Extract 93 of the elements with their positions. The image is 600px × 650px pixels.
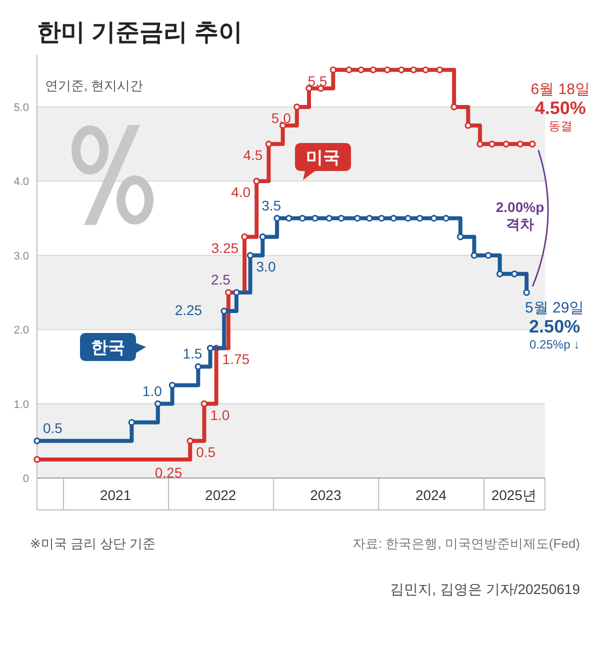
point	[390, 214, 398, 222]
point	[168, 382, 176, 389]
point	[253, 178, 260, 185]
point	[370, 66, 377, 74]
annotation: 2.00%p 격차	[496, 199, 544, 232]
annotation: 4.50%	[534, 98, 586, 118]
point	[358, 66, 364, 74]
point	[502, 140, 510, 148]
point	[488, 140, 496, 148]
data-label: 3.0	[256, 258, 276, 274]
x-tick-label: 2022	[205, 487, 236, 503]
data-label: 1.5	[182, 346, 202, 362]
chart-title: 한미 기준금리 추이	[37, 19, 242, 46]
data-label: 3.25	[211, 240, 239, 256]
annotation: 5월 29일	[524, 299, 584, 316]
point	[225, 289, 232, 296]
point	[326, 214, 333, 222]
data-label: 5.5	[308, 72, 328, 89]
point	[450, 104, 458, 110]
x-tick-label: 2021	[100, 487, 132, 503]
point	[464, 122, 472, 129]
point	[496, 270, 504, 278]
x-tick-label: 2024	[415, 487, 447, 503]
data-label: 2.25	[174, 302, 202, 318]
point	[384, 66, 391, 74]
data-label: 0.5	[196, 444, 216, 460]
y-tick-label: 3.0	[14, 250, 29, 262]
point	[338, 214, 345, 222]
point	[470, 252, 478, 259]
point	[436, 66, 444, 74]
annotation: 6월 18일	[530, 81, 590, 98]
text: 동결	[548, 119, 572, 134]
y-tick-label: 2.0	[14, 324, 29, 337]
point	[294, 104, 300, 110]
point	[206, 344, 214, 352]
point	[285, 214, 292, 222]
point	[416, 214, 424, 222]
point	[511, 270, 518, 278]
point	[410, 66, 417, 74]
point	[128, 418, 136, 426]
data-label: 4.5	[243, 147, 263, 164]
point	[456, 233, 464, 240]
annotation: 2.5	[210, 271, 231, 288]
data-label: 0.5	[43, 420, 63, 436]
data-label: 4.0	[231, 184, 251, 200]
text: ※미국 금리 상단 기준	[30, 536, 156, 551]
point	[194, 363, 202, 370]
data-label: 5.0	[271, 110, 292, 126]
point	[422, 66, 429, 74]
point	[398, 66, 405, 74]
point	[354, 214, 361, 222]
point	[246, 252, 254, 259]
point	[330, 66, 337, 74]
point	[528, 140, 536, 148]
data-label: 1.0	[210, 406, 230, 423]
point	[274, 214, 280, 222]
point	[154, 400, 162, 408]
text: 김민지, 김영은 기자/20250619	[390, 581, 580, 597]
point	[220, 308, 228, 314]
point	[430, 214, 438, 222]
point	[233, 289, 240, 296]
point	[265, 140, 272, 148]
annotation: 연기준, 현지시간	[45, 78, 144, 93]
x-tick-label: 2025년	[491, 487, 536, 503]
annotation: 0.25%p ↓	[530, 337, 580, 352]
data-label: 1.75	[222, 351, 250, 368]
point	[200, 400, 208, 408]
point	[442, 214, 450, 222]
point	[34, 437, 40, 444]
y-tick-label: 5.0	[14, 102, 29, 114]
point	[404, 214, 412, 222]
point	[484, 252, 492, 259]
y-tick-label: 1.0	[14, 398, 29, 411]
y-tick-label: 4.0	[14, 176, 29, 188]
y-tick-label: 0	[22, 473, 29, 485]
point	[259, 233, 266, 240]
x-tick-label: 2023	[310, 487, 342, 503]
point	[312, 214, 318, 222]
text: 자료: 한국은행, 미국연방준비제도(Fed)	[352, 536, 580, 551]
annotation: 0.25	[154, 464, 182, 480]
point	[241, 233, 248, 240]
point	[476, 140, 484, 148]
data-label: 1.0	[142, 382, 162, 399]
point	[298, 214, 306, 222]
data-label: 3.5	[262, 197, 282, 214]
point	[523, 289, 530, 296]
point	[186, 437, 194, 444]
point	[346, 66, 352, 74]
annotation: 2.50%	[529, 316, 580, 336]
point	[378, 214, 385, 222]
point	[516, 140, 524, 148]
point	[366, 214, 373, 222]
point	[34, 456, 40, 463]
